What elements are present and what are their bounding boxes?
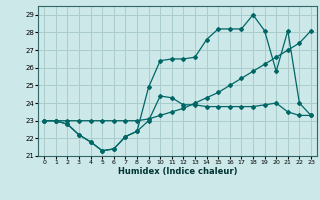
X-axis label: Humidex (Indice chaleur): Humidex (Indice chaleur): [118, 167, 237, 176]
